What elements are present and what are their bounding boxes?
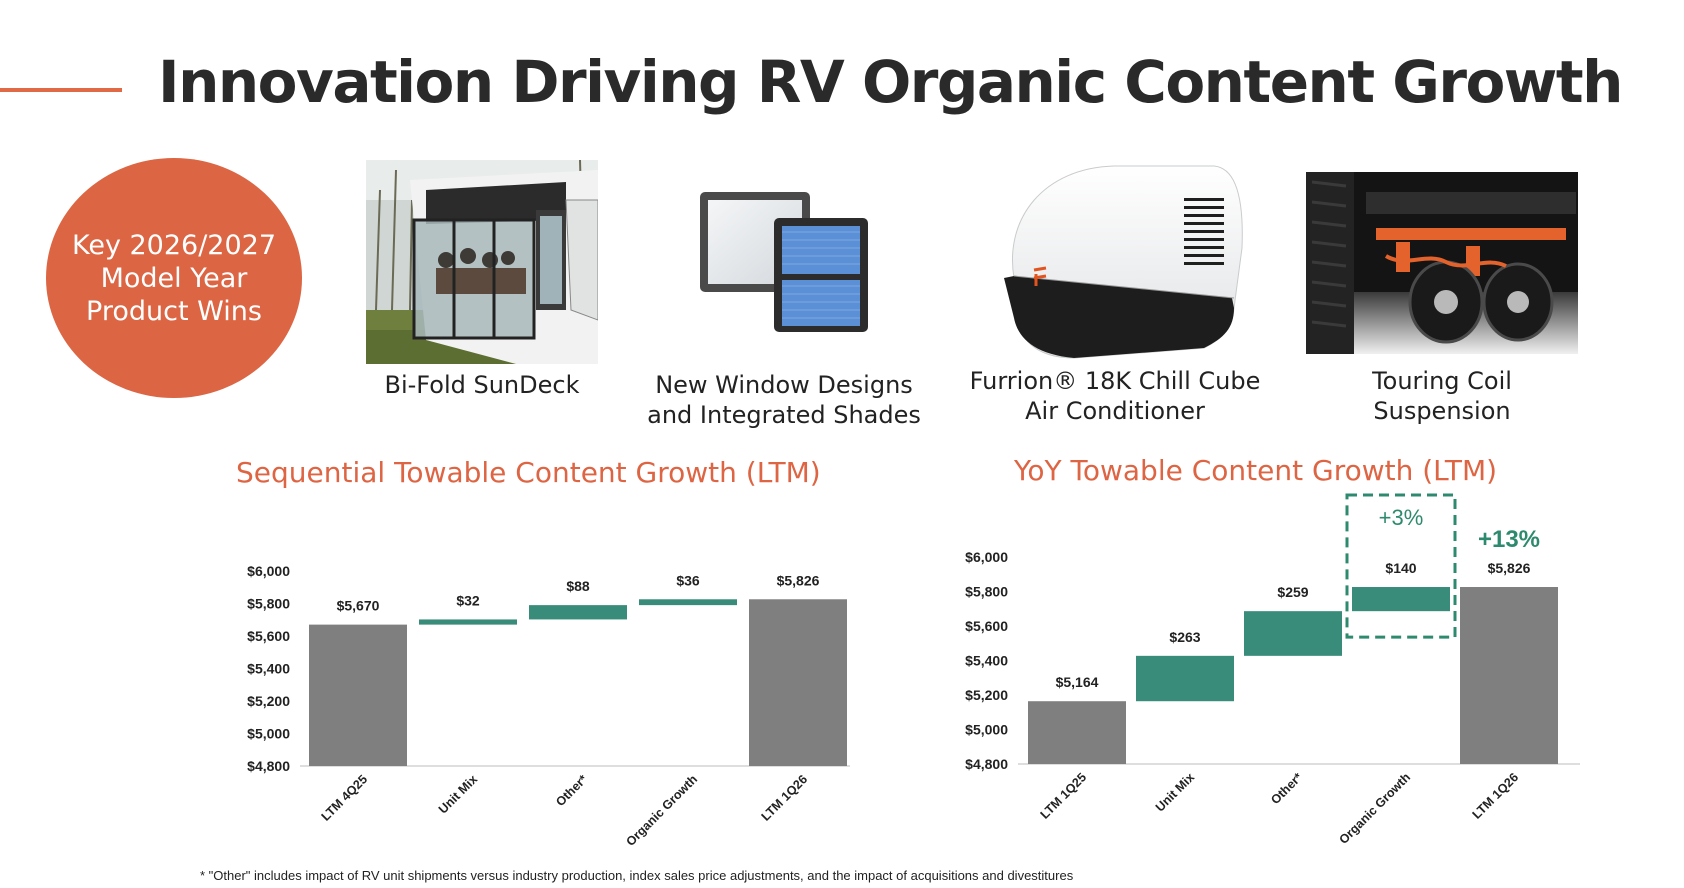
product-caption-sundeck: Bi-Fold SunDeck	[352, 370, 612, 400]
category-label: Other*	[1268, 770, 1305, 807]
y-tick-label: $5,400	[247, 661, 290, 677]
title-accent-rule	[0, 88, 122, 92]
organic-growth-highlight-box	[1345, 493, 1457, 639]
sequential-chart-title: Sequential Towable Content Growth (LTM)	[236, 456, 821, 489]
waterfall-bar	[1028, 701, 1126, 764]
value-label: $263	[1169, 629, 1200, 645]
y-tick-label: $5,400	[965, 653, 1008, 669]
y-tick-label: $6,000	[247, 563, 290, 579]
waterfall-bar	[1352, 587, 1450, 612]
annotation-label: +13%	[1478, 526, 1540, 553]
value-label: $5,826	[1488, 560, 1531, 576]
y-tick-label: $5,200	[965, 687, 1008, 703]
value-label: $259	[1277, 584, 1308, 600]
value-label: $88	[566, 578, 590, 594]
caption-line: Bi-Fold SunDeck	[384, 371, 580, 399]
product-caption-air-conditioner: Furrion® 18K Chill Cube Air Conditioner	[950, 366, 1280, 426]
y-tick-label: $5,000	[247, 726, 290, 742]
waterfall-bar	[309, 624, 407, 766]
sequential-waterfall-chart: $4,800 $5,000 $5,200 $5,400 $5,600 $5,800 $6,0…	[247, 563, 850, 849]
y-tick-label: $5,000	[965, 722, 1008, 738]
caption-line: New Window Designs	[655, 371, 913, 399]
window-photo	[696, 188, 872, 336]
waterfall-bar	[1136, 655, 1234, 702]
sundeck-photo	[366, 160, 598, 364]
suspension-photo	[1306, 172, 1578, 354]
badge-line: Key 2026/2027	[71, 229, 277, 261]
air-conditioner-photo	[984, 158, 1248, 364]
y-tick-label: $5,600	[247, 628, 290, 644]
waterfall-bar	[529, 605, 627, 620]
value-label: $36	[676, 572, 700, 588]
waterfall-bar	[1244, 611, 1342, 656]
y-tick-label: $5,800	[247, 596, 290, 612]
y-tick-label: $4,800	[247, 758, 290, 774]
badge-line: Product Wins	[86, 295, 262, 327]
waterfall-bar	[419, 619, 517, 625]
y-tick-label: $5,800	[965, 584, 1008, 600]
annotation-label: +3%	[1379, 505, 1424, 530]
y-tick-label: $6,000	[965, 549, 1008, 565]
waterfall-bar	[1460, 587, 1558, 764]
y-tick-label: $5,200	[247, 693, 290, 709]
page-title: Innovation Driving RV Organic Content Gr…	[158, 48, 1623, 116]
value-label: $5,164	[1056, 674, 1099, 690]
category-label: Unit Mix	[1153, 770, 1197, 814]
y-tick-label: $4,800	[965, 756, 1008, 772]
product-caption-window: New Window Designs and Integrated Shades	[624, 370, 944, 430]
product-caption-suspension: Touring Coil Suspension	[1292, 366, 1592, 426]
model-year-badge: Key 2026/2027 Model Year Product Wins	[46, 158, 302, 398]
category-label: LTM 1Q25	[1038, 770, 1090, 822]
caption-line: Air Conditioner	[1025, 397, 1205, 425]
caption-line: and Integrated Shades	[647, 401, 921, 429]
value-label: $5,670	[337, 598, 380, 614]
waterfall-bar	[639, 599, 737, 606]
waterfall-bar	[749, 599, 847, 766]
footnote: * "Other" includes impact of RV unit shi…	[200, 868, 1074, 883]
category-label: Organic Growth	[1336, 770, 1413, 847]
caption-line: Suspension	[1373, 397, 1511, 425]
value-label: $5,826	[777, 572, 820, 588]
category-label: LTM 1Q26	[1470, 770, 1522, 822]
value-label: $140	[1385, 560, 1416, 576]
badge-line: Model Year	[100, 262, 248, 294]
caption-line: Touring Coil	[1372, 367, 1512, 395]
caption-line: Furrion® 18K Chill Cube	[969, 367, 1261, 395]
value-label: $32	[456, 592, 480, 608]
yoy-chart-title: YoY Towable Content Growth (LTM)	[1014, 454, 1498, 487]
y-tick-label: $5,600	[965, 618, 1008, 634]
